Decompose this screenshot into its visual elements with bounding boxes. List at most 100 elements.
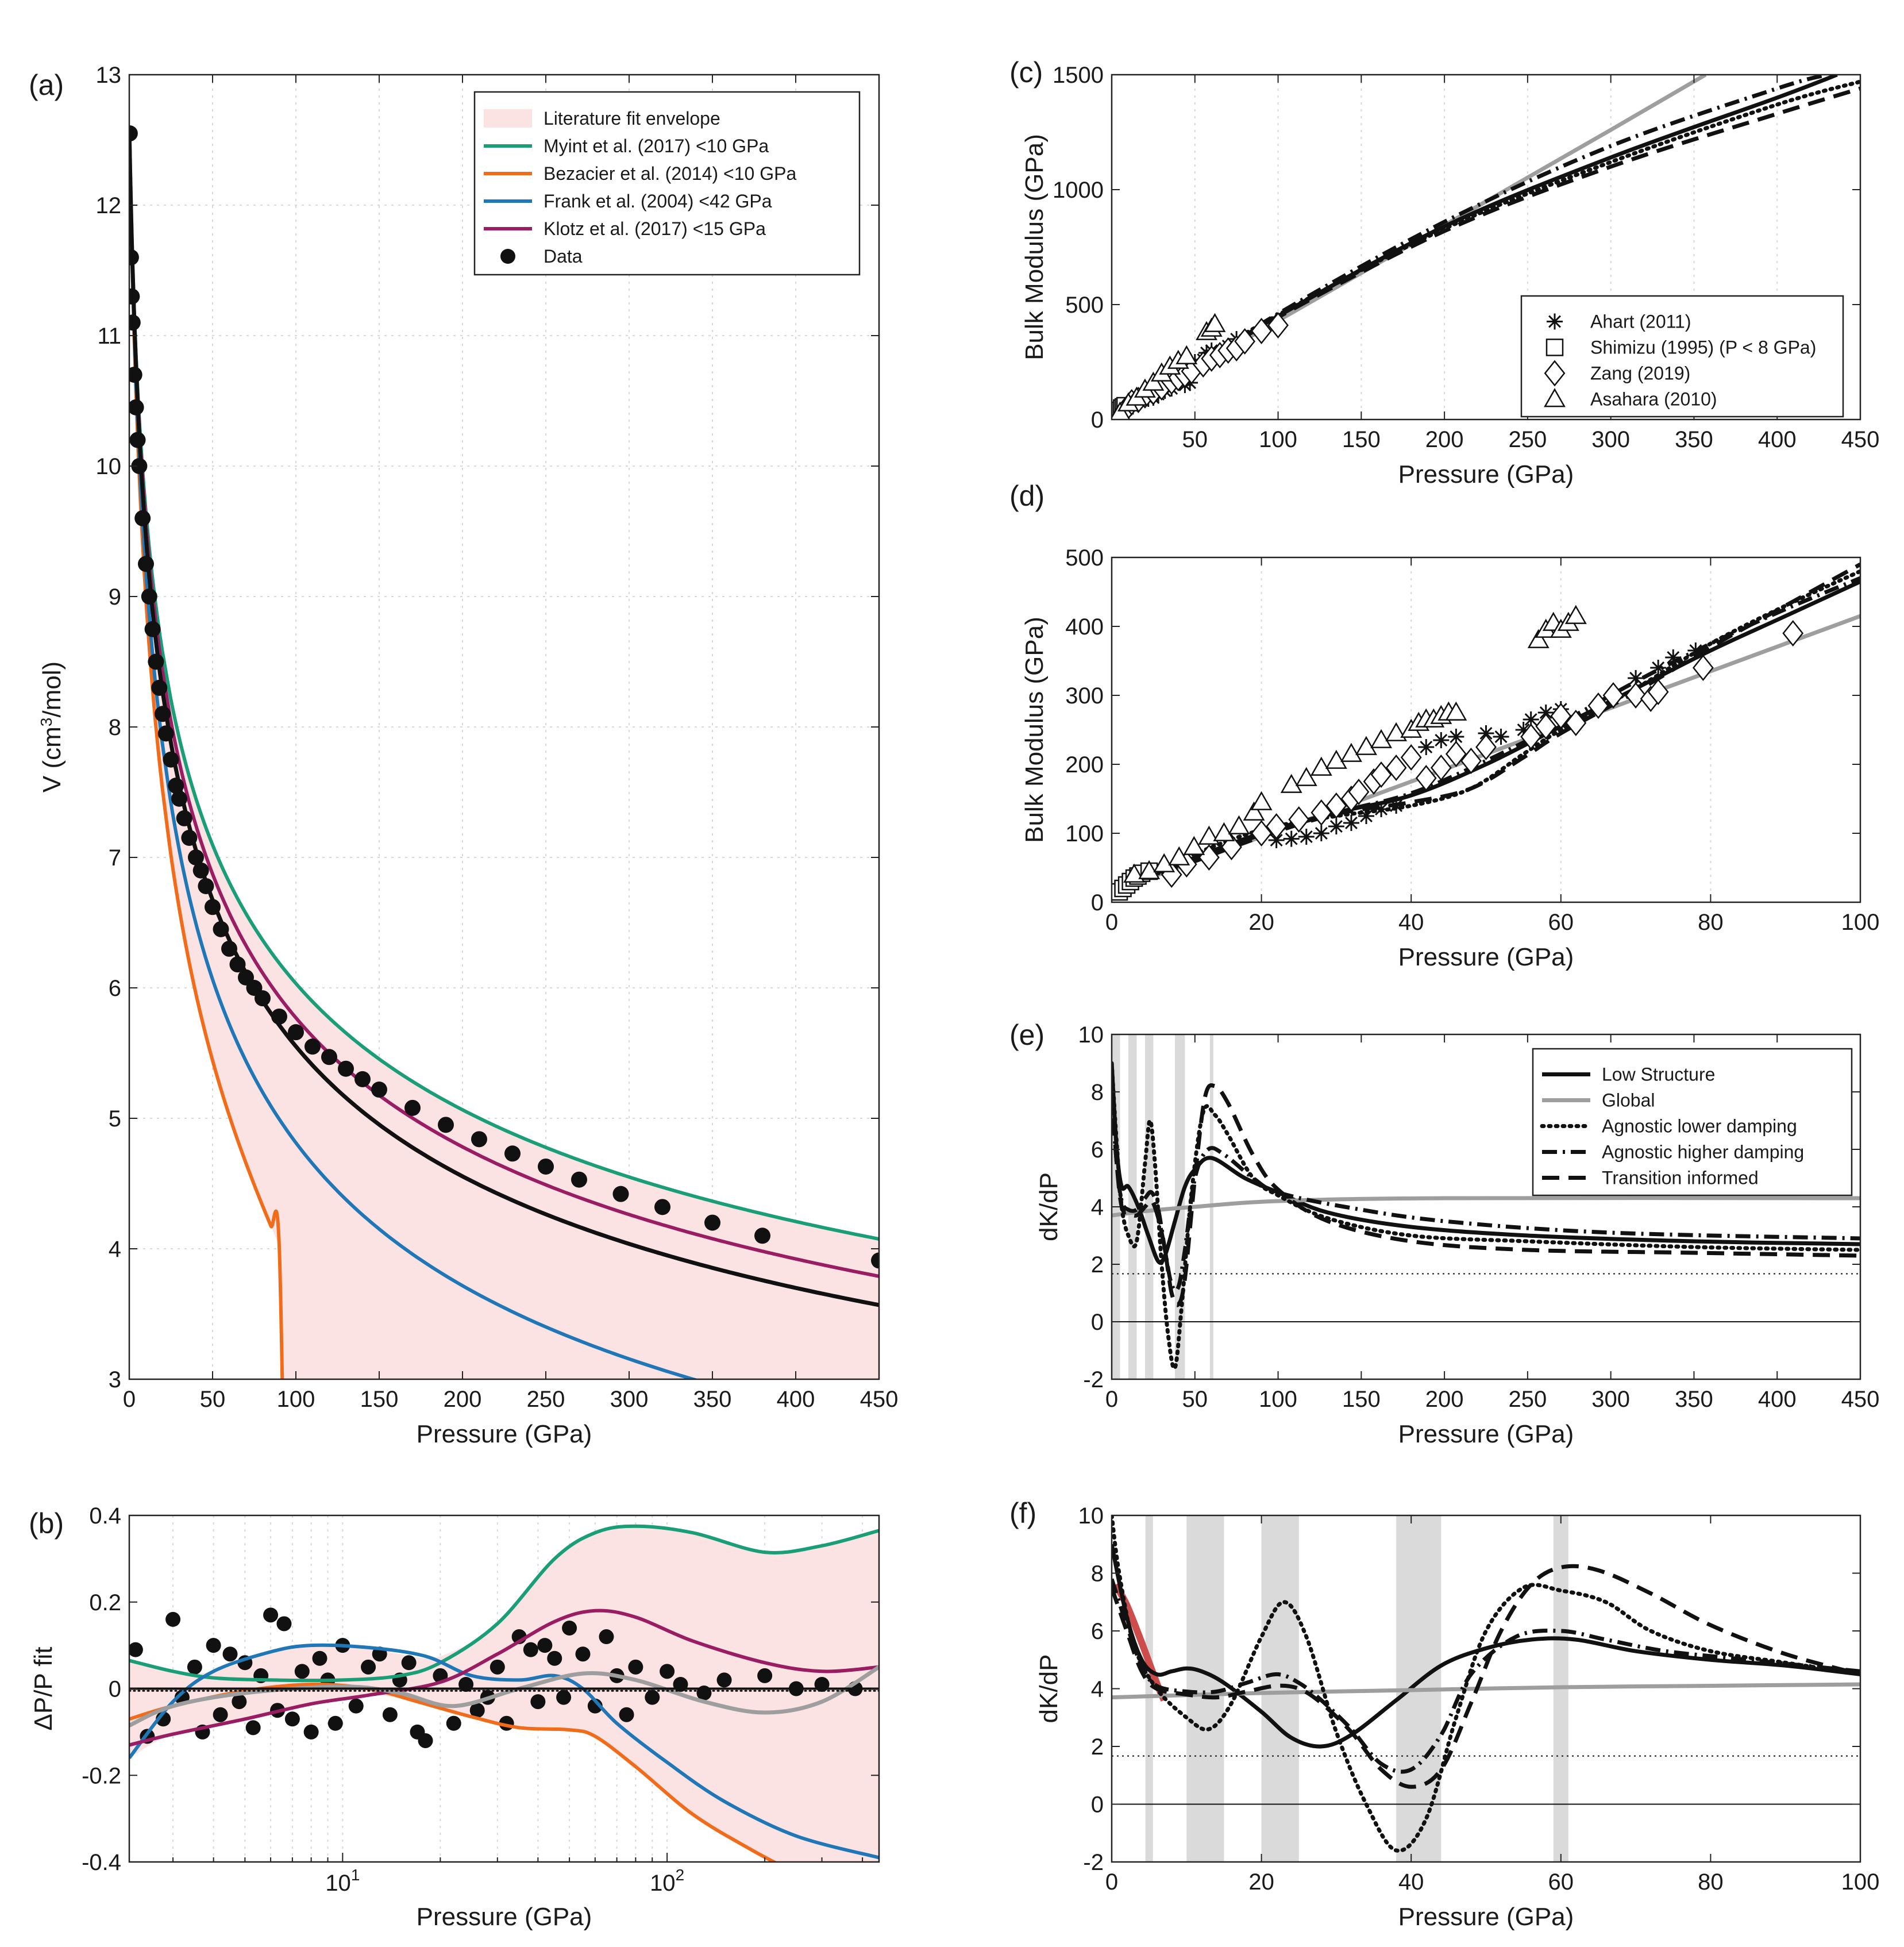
marker-triangle — [1564, 605, 1587, 624]
a-x-tick-label: 150 — [360, 1387, 399, 1412]
f-y-axis-label: dK/dP — [1035, 1654, 1063, 1723]
panel-label-e: (e) — [1009, 1019, 1044, 1051]
frank-curve — [129, 126, 699, 1379]
a-x-tick-label: 350 — [693, 1387, 732, 1412]
c-x-tick-label: 350 — [1675, 427, 1713, 452]
c-y-axis-label: Bulk Modulus (GPa) — [1020, 134, 1049, 360]
marker-diamond — [1782, 620, 1804, 647]
data-point — [255, 990, 271, 1007]
e-legend-label: Low Structure — [1602, 1064, 1715, 1085]
d-y-tick-label: 100 — [1065, 821, 1104, 846]
marker-diamond — [1430, 754, 1452, 782]
marker-star — [1665, 649, 1682, 665]
c-y-tick-label: 0 — [1091, 407, 1104, 433]
data-point — [530, 1694, 546, 1710]
data-point — [157, 725, 174, 742]
marker-diamond — [1400, 744, 1422, 771]
b-x-axis-label: Pressure (GPa) — [417, 1903, 592, 1931]
data-point — [205, 899, 221, 915]
e-x-tick-label: 150 — [1342, 1387, 1381, 1412]
a-y-tick-label: 10 — [96, 454, 122, 479]
b-x-tick-label: 101 — [325, 1866, 360, 1896]
e-y-tick-label: -2 — [1083, 1367, 1104, 1392]
marker-diamond — [1692, 654, 1714, 682]
marker-triangle — [1370, 729, 1393, 748]
d-x-tick-label: 40 — [1398, 910, 1424, 935]
data-point — [716, 1672, 732, 1688]
series-agnostic-higher-damping — [1112, 1091, 1860, 1293]
c-y-tick-label: 500 — [1065, 293, 1104, 318]
a-x-tick-label: 50 — [200, 1387, 226, 1412]
marker-star — [1448, 729, 1464, 745]
plot-area-e — [1112, 1034, 1860, 1379]
data-point — [271, 1008, 287, 1025]
data-point — [129, 249, 139, 266]
b-y-tick-label: 0 — [109, 1677, 121, 1702]
data-point — [348, 1698, 364, 1714]
b-y-tick-label: 0.2 — [89, 1590, 121, 1615]
marker-star — [1182, 375, 1198, 391]
e-legend-label: Global — [1602, 1090, 1655, 1111]
data-point — [418, 1733, 433, 1748]
data-point — [192, 862, 209, 879]
c-x-tick-label: 250 — [1509, 427, 1547, 452]
d-y-axis-label: Bulk Modulus (GPa) — [1020, 617, 1049, 843]
data-point — [371, 1082, 387, 1098]
data-point — [206, 1638, 221, 1653]
marker-diamond — [1385, 754, 1407, 782]
a-x-tick-label: 100 — [277, 1387, 315, 1412]
data-point — [141, 588, 157, 605]
marker-triangle — [1325, 749, 1347, 769]
marker-star — [1650, 660, 1667, 676]
marker-star — [1628, 670, 1644, 686]
series-transition-informed — [1112, 1083, 1860, 1307]
marker-triangle — [1138, 860, 1161, 879]
series-low-structure — [1112, 1544, 1860, 1749]
marker-star — [1328, 818, 1344, 834]
e-x-tick-label: 100 — [1259, 1387, 1297, 1412]
f-y-tick-label: 4 — [1091, 1677, 1104, 1702]
bezacier-curve — [129, 126, 284, 1379]
data-point — [619, 1707, 634, 1722]
marker-diamond — [1535, 713, 1557, 740]
marker-triangle — [1295, 767, 1317, 786]
data-point — [129, 125, 138, 142]
e-y-axis-label: dK/dP — [1035, 1172, 1063, 1241]
marker-triangle — [1204, 313, 1226, 332]
f-y-tick-label: 8 — [1091, 1561, 1104, 1587]
e-y-tick-label: 0 — [1091, 1310, 1104, 1335]
d-frame — [1111, 556, 1861, 903]
series-low-structure — [1112, 579, 1860, 894]
data-point — [562, 1620, 577, 1636]
data-point — [134, 510, 151, 526]
a-legend-label: Bezacier et al. (2014) <10 GPa — [544, 163, 796, 184]
c-y-tick-label: 1000 — [1053, 178, 1104, 203]
a-x-tick-label: 0 — [123, 1387, 136, 1412]
e-y-tick-label: 2 — [1091, 1252, 1104, 1278]
marker-triangle — [1153, 853, 1175, 872]
data-point — [276, 1616, 292, 1632]
c-x-axis-label: Pressure (GPa) — [1398, 460, 1574, 488]
marker-star — [1343, 815, 1359, 831]
a-x-tick-label: 450 — [860, 1387, 899, 1412]
d-y-tick-label: 500 — [1065, 545, 1104, 571]
marker-star — [1687, 642, 1704, 659]
data-point — [404, 1099, 421, 1116]
data-point — [575, 1646, 591, 1662]
transition-band — [1145, 1515, 1153, 1862]
data-point — [599, 1629, 614, 1645]
c-legend-label: Shimizu (1995) (P < 8 GPa) — [1590, 337, 1816, 358]
f-x-tick-label: 40 — [1398, 1869, 1424, 1895]
marker-diamond — [1267, 311, 1289, 339]
a-legend-label: Klotz et al. (2017) <15 GPa — [544, 218, 766, 239]
a-legend-label: Literature fit envelope — [544, 108, 720, 129]
marker-diamond — [1325, 792, 1347, 819]
a-y-tick-label: 8 — [109, 715, 121, 740]
a-y-tick-label: 3 — [109, 1367, 121, 1392]
f-y-tick-label: 0 — [1091, 1792, 1104, 1818]
data-point — [354, 1071, 371, 1087]
data-point — [537, 1638, 553, 1653]
data-point — [321, 1049, 337, 1065]
data-point — [232, 1694, 247, 1710]
data-point — [163, 751, 179, 768]
